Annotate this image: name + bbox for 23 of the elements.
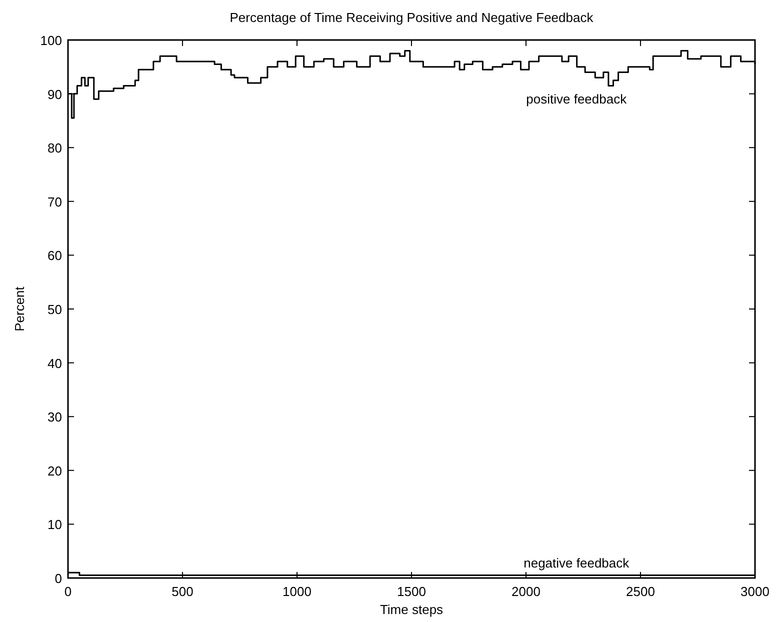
y-tick-label: 30 xyxy=(48,410,62,425)
x-tick-label: 2500 xyxy=(626,584,655,599)
x-axis-title: Time steps xyxy=(380,602,444,617)
x-tick-label: 500 xyxy=(172,584,194,599)
y-tick-label: 0 xyxy=(54,571,62,586)
y-tick-label: 50 xyxy=(48,302,62,317)
y-tick-label: 100 xyxy=(40,33,62,48)
y-tick-label: 10 xyxy=(48,517,62,532)
x-tick-label: 0 xyxy=(64,584,72,599)
x-tick-label: 2000 xyxy=(512,584,540,599)
series-label: positive feedback xyxy=(526,92,628,107)
x-tick-label: 1500 xyxy=(397,584,426,599)
y-axis-title: Percent xyxy=(12,286,27,332)
y-tick-label: 80 xyxy=(48,140,62,156)
y-tick-label: 90 xyxy=(48,86,62,102)
y-tick-label: 20 xyxy=(48,463,62,478)
chart-title: Percentage of Time Receiving Positive and Negative Feedback xyxy=(230,10,594,25)
y-tick-label: 70 xyxy=(48,194,62,210)
series-label: negative feedback xyxy=(524,555,630,570)
x-tick-label: 3000 xyxy=(740,584,770,599)
x-tick-label: 1000 xyxy=(282,584,312,599)
y-tick-label: 60 xyxy=(48,248,62,264)
y-tick-label: 40 xyxy=(48,356,62,371)
